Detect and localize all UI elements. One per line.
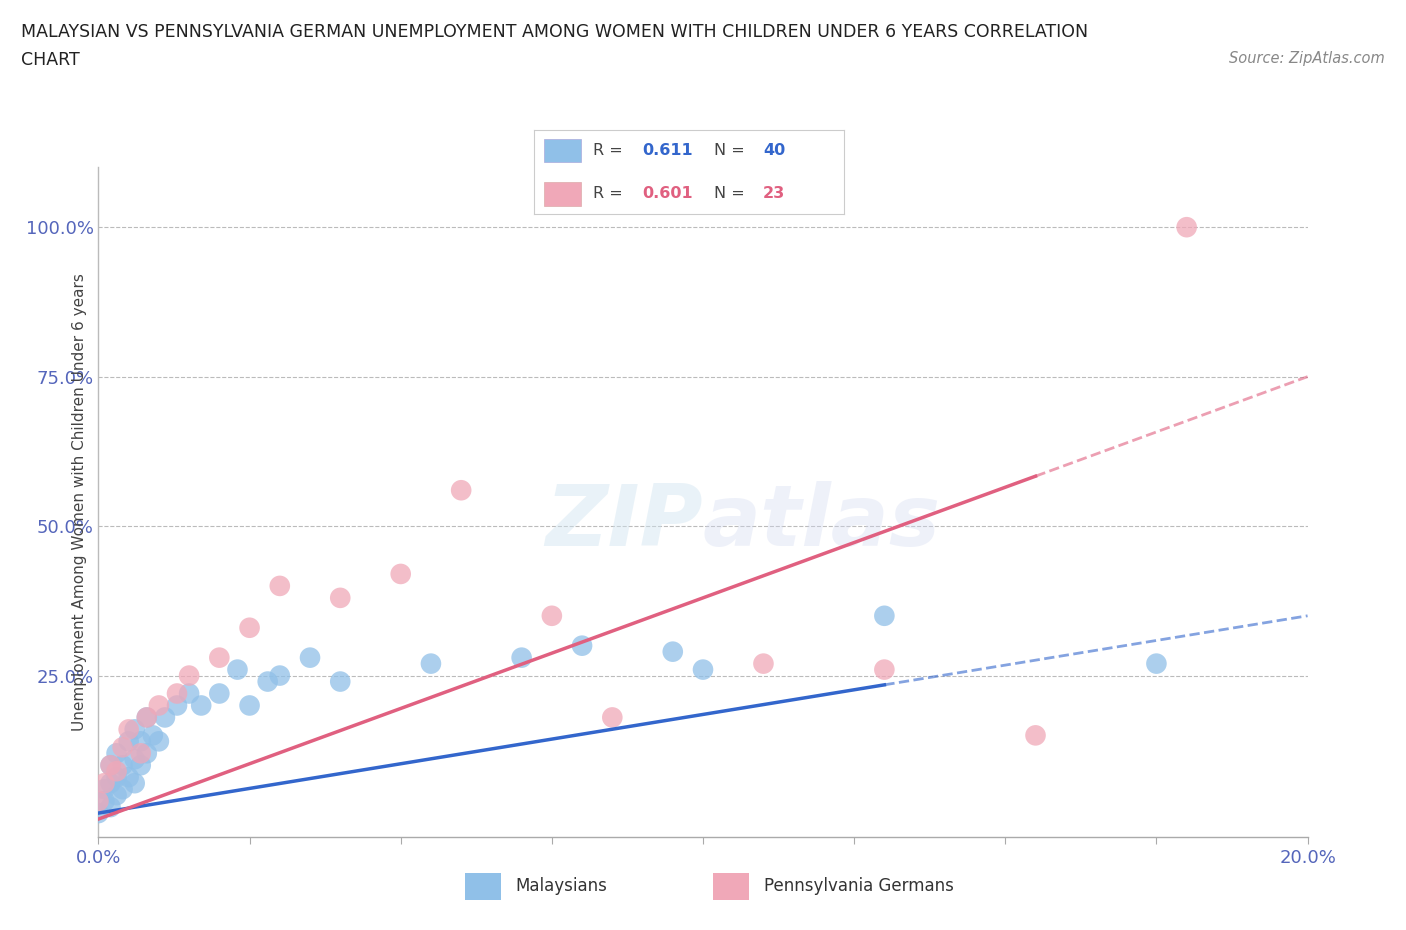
Point: [124, 776, 146, 790]
Point: [135, 710, 157, 724]
Point: [142, 728, 165, 743]
Point: [166, 698, 188, 713]
Text: CHART: CHART: [21, 51, 80, 69]
Point: [1024, 728, 1046, 743]
Point: [239, 698, 262, 713]
Point: [129, 734, 152, 749]
Point: [269, 578, 291, 593]
Point: [571, 638, 593, 653]
Bar: [713, 873, 748, 900]
Point: [148, 734, 170, 749]
Point: [602, 710, 624, 724]
Point: [540, 608, 562, 623]
Point: [179, 686, 201, 701]
Point: [662, 644, 685, 659]
Point: [873, 662, 896, 677]
Point: [129, 758, 152, 773]
Point: [1175, 219, 1198, 234]
Point: [752, 657, 775, 671]
Point: [420, 657, 443, 671]
Point: [208, 650, 231, 665]
Point: [129, 746, 152, 761]
Point: [148, 698, 170, 713]
Point: [118, 722, 141, 737]
Point: [100, 800, 122, 815]
Point: [450, 483, 472, 498]
Bar: [465, 873, 501, 900]
Point: [329, 591, 352, 605]
Point: [87, 805, 110, 820]
Point: [118, 770, 141, 785]
Text: N =: N =: [714, 143, 749, 158]
Y-axis label: Unemployment Among Women with Children Under 6 years: Unemployment Among Women with Children U…: [72, 273, 87, 731]
Text: ZIP: ZIP: [546, 481, 703, 564]
Point: [124, 722, 146, 737]
Point: [256, 674, 278, 689]
Text: 23: 23: [763, 186, 786, 201]
Point: [226, 662, 249, 677]
Point: [153, 710, 176, 724]
Text: 0.601: 0.601: [643, 186, 693, 201]
Point: [100, 758, 122, 773]
Point: [93, 793, 115, 808]
Point: [105, 770, 128, 785]
Point: [135, 710, 157, 724]
Text: 40: 40: [763, 143, 786, 158]
Point: [105, 788, 128, 803]
Point: [208, 686, 231, 701]
Text: N =: N =: [714, 186, 749, 201]
Point: [329, 674, 352, 689]
Text: MALAYSIAN VS PENNSYLVANIA GERMAN UNEMPLOYMENT AMONG WOMEN WITH CHILDREN UNDER 6 : MALAYSIAN VS PENNSYLVANIA GERMAN UNEMPLO…: [21, 23, 1088, 41]
Point: [166, 686, 188, 701]
Point: [135, 746, 157, 761]
Point: [111, 758, 134, 773]
Point: [389, 566, 412, 581]
Text: Pennsylvania Germans: Pennsylvania Germans: [763, 877, 953, 895]
Text: Source: ZipAtlas.com: Source: ZipAtlas.com: [1229, 51, 1385, 66]
Point: [124, 751, 146, 766]
Bar: [544, 139, 581, 162]
Point: [269, 668, 291, 683]
Point: [239, 620, 262, 635]
Point: [873, 608, 896, 623]
Point: [190, 698, 212, 713]
Point: [93, 782, 115, 797]
Point: [87, 793, 110, 808]
Point: [100, 776, 122, 790]
Point: [100, 758, 122, 773]
Point: [692, 662, 714, 677]
Point: [111, 740, 134, 755]
Point: [105, 764, 128, 778]
Text: R =: R =: [593, 143, 628, 158]
Point: [299, 650, 322, 665]
Text: atlas: atlas: [703, 481, 941, 564]
Point: [105, 746, 128, 761]
Point: [1144, 657, 1167, 671]
Text: R =: R =: [593, 186, 628, 201]
Text: 0.611: 0.611: [643, 143, 693, 158]
Point: [510, 650, 533, 665]
Point: [111, 782, 134, 797]
Point: [179, 668, 201, 683]
Text: Malaysians: Malaysians: [516, 877, 607, 895]
Point: [93, 776, 115, 790]
Point: [118, 734, 141, 749]
Bar: [544, 182, 581, 206]
